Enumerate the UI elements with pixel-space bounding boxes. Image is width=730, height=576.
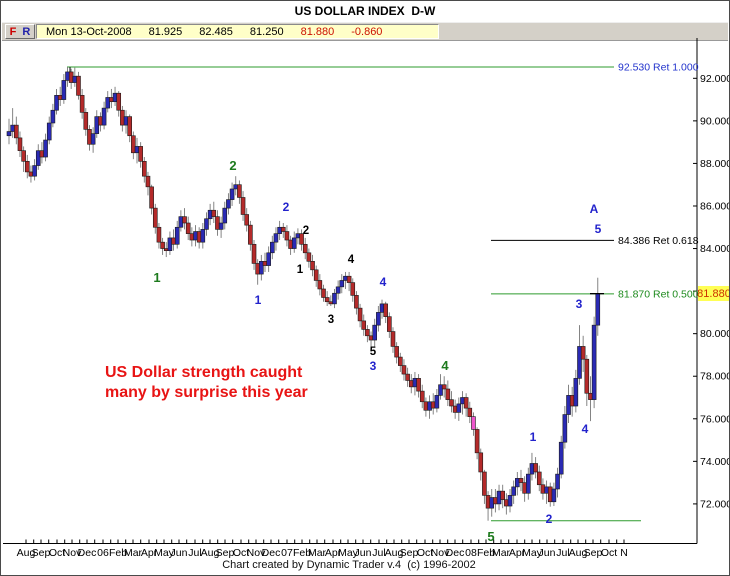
svg-text:Sep: Sep (32, 547, 51, 559)
svg-text:Jun: Jun (171, 547, 188, 559)
svg-text:Apr: Apr (141, 547, 158, 559)
svg-text:Aug: Aug (201, 547, 220, 559)
svg-text:Nov: Nov (63, 547, 82, 559)
toolbar-button-r[interactable]: R (22, 25, 31, 38)
svg-text:1: 1 (153, 270, 160, 285)
retracement-lines: 92.530 Ret 1.000 84.386 Ret 0.618 81.870 R… (67, 62, 699, 522)
svg-text:Sep: Sep (400, 547, 419, 559)
svg-text:A: A (590, 202, 599, 216)
svg-text:Oct: Oct (49, 547, 65, 559)
svg-text:Aug: Aug (385, 547, 404, 559)
svg-text:4: 4 (348, 254, 355, 266)
quote-date: Mon 13-Oct-2008 (46, 25, 132, 38)
svg-text:5: 5 (370, 346, 377, 358)
svg-text:May: May (338, 547, 359, 559)
toolbar-mode-buttons: F R (5, 24, 35, 39)
svg-text:2: 2 (283, 200, 290, 214)
svg-text:88.000: 88.000 (700, 158, 730, 170)
svg-text:Oct: Oct (233, 547, 249, 559)
svg-text:Dec: Dec (446, 547, 465, 559)
svg-text:3: 3 (370, 359, 377, 373)
svg-text:May: May (522, 547, 543, 559)
svg-text:Jun: Jun (539, 547, 556, 559)
chart-annotation: US Dollar strength caught many by surpri… (105, 363, 308, 403)
svg-text:4: 4 (380, 275, 387, 289)
svg-text:Apr: Apr (509, 547, 526, 559)
svg-text:Aug: Aug (17, 547, 36, 559)
svg-text:Sep: Sep (584, 547, 603, 559)
svg-text:3: 3 (576, 297, 583, 311)
quote-open: 81.925 (148, 25, 183, 38)
toolbar-button-f[interactable]: F (9, 25, 17, 38)
svg-text:Jun: Jun (355, 547, 372, 559)
svg-text:Dec: Dec (78, 547, 97, 559)
svg-text:2: 2 (303, 225, 309, 237)
svg-text:Oct: Oct (601, 547, 617, 559)
svg-text:92.000: 92.000 (700, 73, 730, 85)
svg-text:Jul: Jul (556, 547, 569, 559)
svg-text:4: 4 (441, 358, 449, 373)
svg-text:84.000: 84.000 (700, 243, 730, 255)
svg-text:Oct: Oct (417, 547, 433, 559)
svg-text:Mar: Mar (492, 547, 511, 559)
quote-toolbar: F R Mon 13-Oct-2008 81.925 82.485 81.250… (2, 22, 728, 41)
svg-text:Mar: Mar (308, 547, 327, 559)
quote-last: 81.880 (300, 25, 335, 38)
svg-text:Aug: Aug (569, 547, 588, 559)
svg-text:5: 5 (487, 529, 494, 544)
svg-text:May: May (154, 547, 175, 559)
chart-title: US DOLLAR INDEX D-W (294, 4, 436, 18)
svg-text:90.000: 90.000 (700, 115, 730, 127)
svg-text:84.386 Ret 0.618: 84.386 Ret 0.618 (618, 235, 699, 247)
svg-text:2: 2 (229, 158, 236, 173)
axes: 92.00090.00088.00086.00084.00082.00080.0… (3, 38, 730, 559)
svg-text:72.000: 72.000 (700, 498, 730, 510)
svg-text:Dec: Dec (262, 547, 281, 559)
svg-text:1: 1 (530, 430, 537, 444)
svg-text:06: 06 (97, 547, 109, 559)
svg-text:Jul: Jul (372, 547, 385, 559)
svg-text:5: 5 (595, 222, 602, 236)
svg-text:Apr: Apr (325, 547, 342, 559)
quote-change: -0.860 (351, 25, 383, 38)
svg-text:3: 3 (328, 314, 334, 326)
svg-text:76.000: 76.000 (700, 413, 730, 425)
svg-text:2: 2 (546, 512, 553, 526)
svg-text:Feb: Feb (293, 547, 311, 559)
svg-text:Nov: Nov (247, 547, 266, 559)
wave-labels: 1 2 4 5 1 2 3 4 1 2 3 4 5 A 1 2 3 4 5 (153, 158, 601, 544)
svg-text:Sep: Sep (216, 547, 235, 559)
copyright-note: Chart created by Dynamic Trader v.4 (c) … (222, 559, 476, 571)
annotation-line-2: many by surprise this year (105, 384, 308, 401)
svg-text:1: 1 (297, 264, 304, 276)
svg-text:Nov: Nov (431, 547, 450, 559)
svg-text:78.000: 78.000 (700, 371, 730, 383)
svg-text:08: 08 (465, 547, 477, 559)
svg-text:4: 4 (582, 422, 589, 436)
svg-text:N: N (620, 547, 628, 559)
quote-high: 82.485 (199, 25, 233, 38)
annotation-line-1: US Dollar strength caught (105, 364, 303, 381)
svg-text:1: 1 (255, 293, 262, 307)
svg-text:Jul: Jul (188, 547, 201, 559)
candles-layer (6, 67, 601, 521)
svg-text:92.530 Ret 1.000: 92.530 Ret 1.000 (618, 62, 699, 74)
quote-strip: Mon 13-Oct-2008 81.925 82.485 81.250 81.… (36, 24, 439, 39)
svg-text:80.000: 80.000 (700, 328, 730, 340)
quote-low: 81.250 (249, 25, 284, 38)
svg-text:Feb: Feb (477, 547, 495, 559)
svg-text:86.000: 86.000 (700, 200, 730, 212)
svg-text:74.000: 74.000 (700, 456, 730, 468)
svg-text:07: 07 (281, 547, 293, 559)
svg-text:81.870 Ret 0.500: 81.870 Ret 0.500 (618, 288, 699, 300)
svg-text:Mar: Mar (124, 547, 143, 559)
current-price-badge: 81.880 (697, 286, 730, 301)
svg-text:Feb: Feb (109, 547, 127, 559)
